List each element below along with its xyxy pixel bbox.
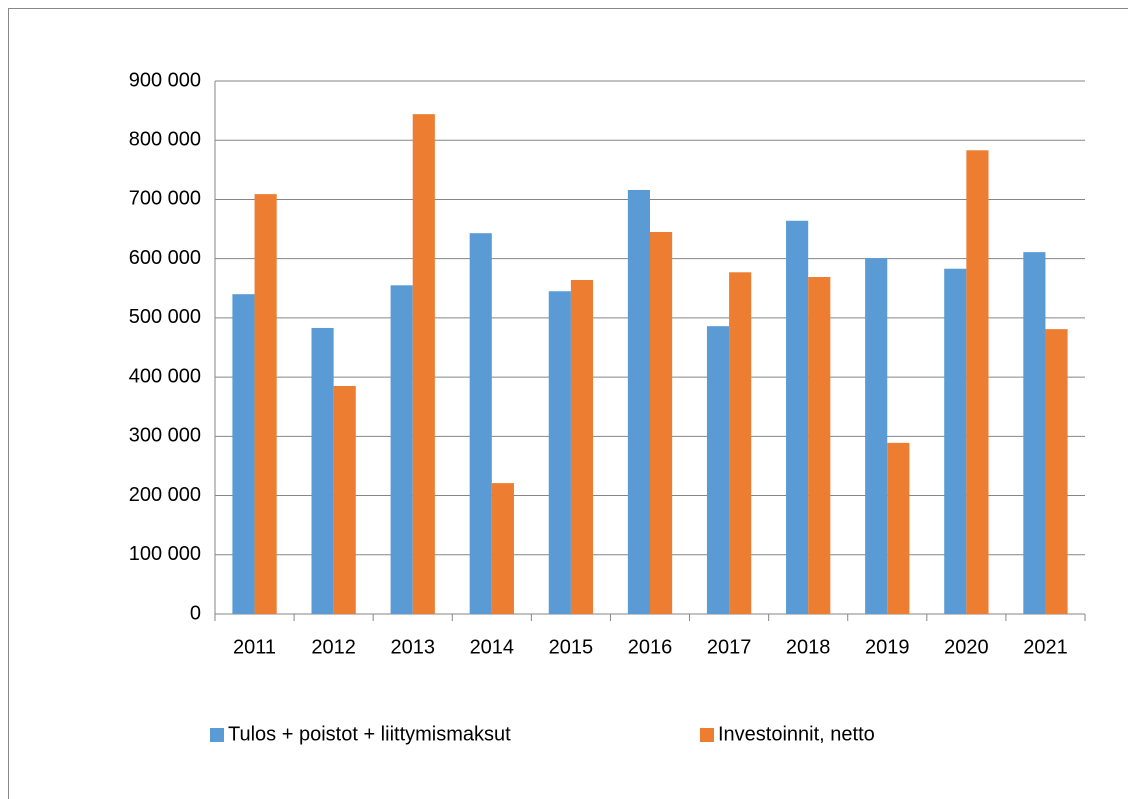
legend-swatch [210,728,224,742]
x-tick-label: 2018 [786,636,831,658]
bar [1045,329,1068,614]
x-tick-label: 2021 [1023,636,1068,658]
bar [729,272,752,614]
y-tick-label: 200 000 [129,484,201,506]
y-tick-label: 800 000 [129,129,201,151]
legend-label: Tulos + poistot + liittymismaksut [228,723,511,745]
bar [548,291,571,614]
bar [865,258,888,614]
x-tick-label: 2017 [707,636,752,658]
bar [786,220,809,614]
y-tick-label: 400 000 [129,365,201,387]
x-tick-label: 2013 [390,636,435,658]
bar [706,326,730,614]
x-tick-label: 2011 [233,636,276,658]
y-tick-label: 100 000 [129,543,201,565]
bar [412,114,435,615]
bar [944,268,967,614]
bar [1023,252,1046,614]
bar [966,150,989,615]
bar [232,294,255,614]
bar [627,189,650,615]
bar [254,194,277,614]
x-tick-label: 2020 [944,636,989,658]
y-tick-label: 500 000 [129,306,201,328]
y-tick-label: 0 [190,602,201,624]
x-tick-label: 2012 [311,636,356,658]
legend-label: Investoinnit, netto [718,723,875,745]
bar [570,279,594,614]
bar [650,232,673,614]
x-tick-label: 2015 [549,636,594,658]
bar [469,233,492,614]
bar [311,327,334,614]
legend-swatch [700,728,714,742]
bar [333,385,356,614]
x-tick-label: 2016 [628,636,673,658]
y-tick-label: 600 000 [129,247,201,269]
bar [390,285,413,614]
x-tick-label: 2014 [470,636,515,658]
y-tick-label: 700 000 [129,188,201,210]
bar [808,277,831,614]
x-tick-label: 2019 [865,636,910,658]
y-tick-label: 300 000 [129,425,201,447]
bar [887,442,910,614]
y-tick-label: 900 000 [129,69,201,91]
bar [491,483,514,614]
